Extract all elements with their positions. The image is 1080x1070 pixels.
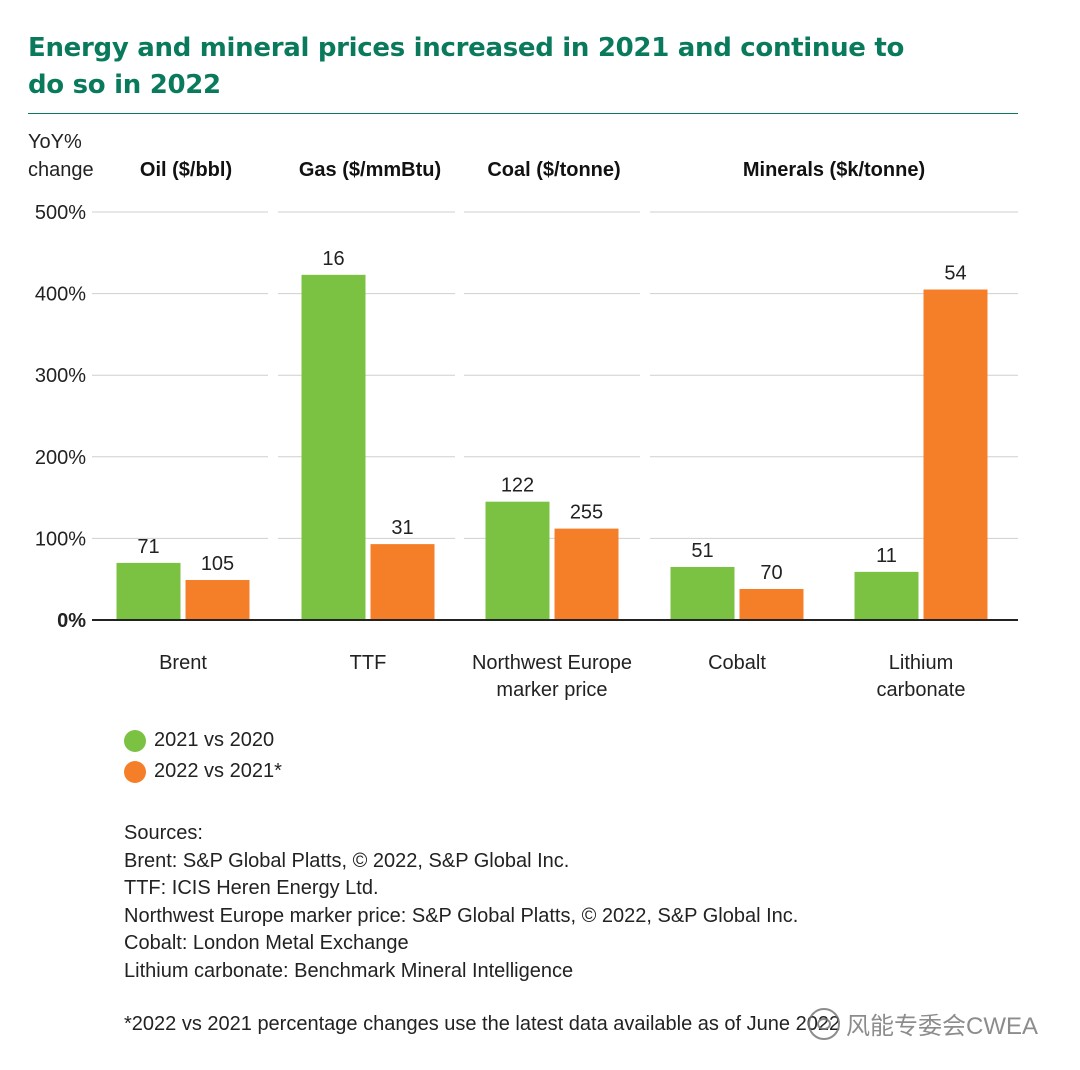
data-label: 11: [876, 545, 897, 567]
bar-2021-vs-2020: [485, 501, 550, 620]
group-header: Gas ($/mmBtu): [299, 159, 441, 181]
data-label: 255: [570, 502, 603, 524]
y-tick-label: 400%: [35, 284, 86, 306]
data-label: 122: [501, 475, 534, 497]
source-line: Cobalt: London Metal Exchange: [124, 932, 409, 954]
bar-2022-vs-2021: [554, 528, 619, 620]
data-label: 71: [137, 536, 159, 558]
legend-item-2021: 2021 vs 2020: [124, 725, 282, 756]
source-line: Northwest Europe marker price: S&P Globa…: [124, 904, 799, 927]
group-header: Coal ($/tonne): [487, 159, 620, 181]
chart-title: Energy and mineral prices increased in 2…: [28, 33, 905, 100]
legend: 2021 vs 2020 2022 vs 2021*: [124, 725, 282, 787]
bar-chart: YoY% change Oil ($/bbl) Gas ($/mmBtu) Coal (…: [28, 131, 1018, 701]
watermark: 风能专委会CWEA: [808, 1006, 1038, 1041]
legend-label: 2021 vs 2020: [154, 729, 275, 751]
wechat-icon: [808, 1007, 840, 1040]
bar-2021-vs-2020: [116, 562, 181, 620]
legend-label: 2022 vs 2021*: [154, 760, 282, 782]
y-tick-label: 0%: [57, 610, 86, 632]
x-category-label: TTF: [350, 652, 387, 674]
footnote: *2022 vs 2021 percentage changes use the…: [124, 1013, 841, 1035]
bar-2022-vs-2021: [739, 588, 804, 620]
bar-2022-vs-2021: [370, 544, 435, 620]
data-label: 31: [391, 517, 413, 539]
bar-2022-vs-2021: [185, 580, 250, 620]
source-line: TTF: ICIS Heren Energy Ltd.: [124, 877, 379, 899]
sources-block: Sources: Brent: S&P Global Platts, © 202…: [124, 820, 798, 985]
legend-item-2022: 2022 vs 2021*: [124, 756, 282, 787]
bar-2021-vs-2020: [670, 566, 735, 620]
data-label: 70: [760, 562, 782, 584]
x-category-label: Lithium carbonate: [877, 652, 966, 701]
y-tick-label: 100%: [35, 528, 86, 550]
source-line: Brent: S&P Global Platts, © 2022, S&P Gl…: [124, 849, 570, 872]
bar-2021-vs-2020: [854, 571, 919, 620]
legend-swatch-green: [124, 729, 146, 752]
data-label: 105: [201, 553, 234, 575]
y-axis-label: change: [28, 159, 94, 181]
data-label: 16: [322, 248, 344, 270]
y-tick-label: 200%: [35, 447, 86, 469]
bar-2021-vs-2020: [301, 274, 366, 620]
y-tick-label: 500%: [35, 202, 86, 224]
x-category-label: Brent: [159, 652, 207, 674]
y-axis-label: YoY%: [28, 131, 82, 153]
legend-swatch-orange: [124, 760, 146, 783]
group-header: Oil ($/bbl): [140, 159, 232, 181]
sources-heading: Sources:: [124, 822, 203, 844]
data-label: 54: [944, 263, 966, 285]
x-category-label: Cobalt: [708, 652, 766, 674]
y-tick-label: 300%: [35, 365, 86, 387]
bar-2022-vs-2021: [923, 289, 988, 620]
data-label: 51: [691, 540, 713, 562]
watermark-text: 风能专委会CWEA: [846, 1013, 1038, 1040]
source-line: Lithium carbonate: Benchmark Mineral Int…: [124, 959, 574, 982]
x-category-label: Northwest Europe marker price: [472, 652, 632, 701]
group-header: Minerals ($k/tonne): [743, 159, 925, 181]
title-divider: [28, 113, 1018, 114]
